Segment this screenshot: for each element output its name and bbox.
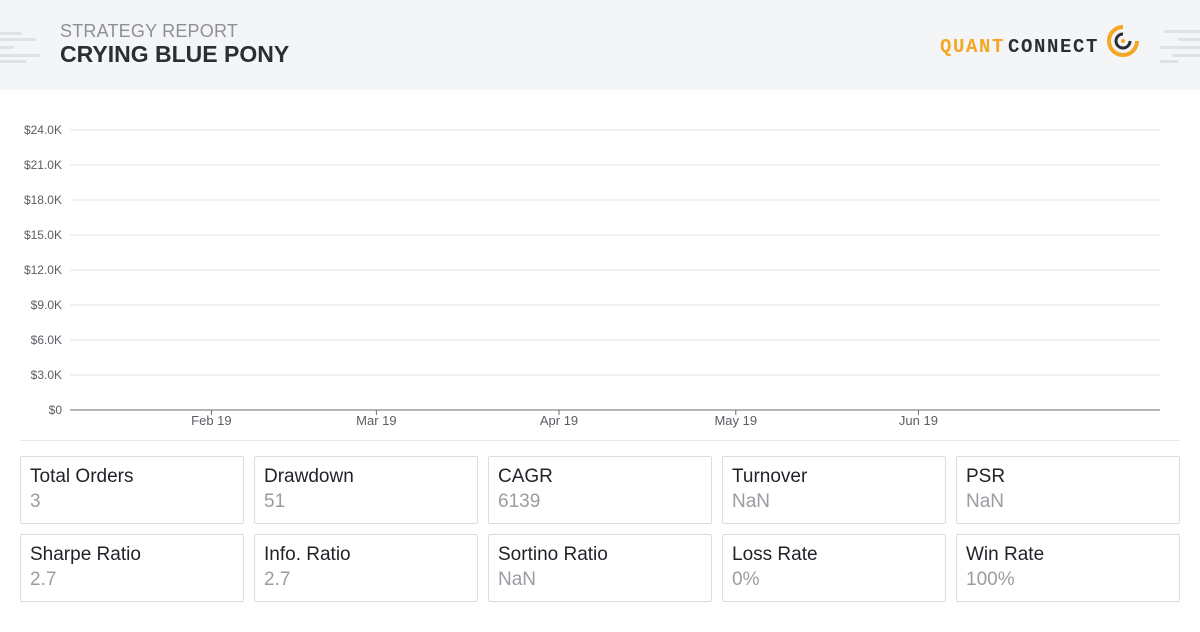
stat-card-cagr: CAGR 6139 xyxy=(488,456,712,524)
logo-text-quant: QUANT xyxy=(940,36,1006,58)
stat-value: NaN xyxy=(966,491,1005,512)
stat-label: CAGR xyxy=(498,466,553,487)
y-tick-label: $12.0K xyxy=(24,263,62,277)
stat-card-info-ratio: Info. Ratio 2.7 xyxy=(254,534,478,602)
stat-card-win-rate: Win Rate 100% xyxy=(956,534,1180,602)
stat-label: Loss Rate xyxy=(732,544,818,565)
stat-value: NaN xyxy=(732,491,771,512)
strategy-title: CRYING BLUE PONY xyxy=(60,41,290,67)
equity-chart-svg: $24.0K $21.0K $18.0K $15.0K $12.0K $9.0K $6.0K… xyxy=(24,123,1160,428)
logo-text-connect: CONNECT xyxy=(1008,36,1100,58)
stat-card-total-orders: Total Orders 3 xyxy=(20,456,244,524)
equity-chart: $24.0K $21.0K $18.0K $15.0K $12.0K $9.0K $6.0K… xyxy=(0,90,1200,440)
x-tick-label: Jun 19 xyxy=(899,413,938,428)
x-tick-label: May 19 xyxy=(714,413,757,428)
stat-value: 0% xyxy=(732,569,760,590)
x-tick-label: Feb 19 xyxy=(191,413,231,428)
stat-card-loss-rate: Loss Rate 0% xyxy=(722,534,946,602)
stat-label: Total Orders xyxy=(30,466,134,487)
report-subtitle: STRATEGY REPORT xyxy=(60,21,239,41)
stat-card-drawdown: Drawdown 51 xyxy=(254,456,478,524)
x-tick-label: Apr 19 xyxy=(540,413,578,428)
stat-value: 2.7 xyxy=(30,569,57,590)
stat-label: Sortino Ratio xyxy=(498,544,608,565)
quantconnect-logo-mark-icon xyxy=(1107,24,1140,57)
y-tick-label: $0 xyxy=(49,403,63,417)
y-tick-label: $3.0K xyxy=(31,368,62,382)
y-tick-label: $15.0K xyxy=(24,228,62,242)
x-tick-label: Mar 19 xyxy=(356,413,396,428)
stat-card-sharpe-ratio: Sharpe Ratio 2.7 xyxy=(20,534,244,602)
stat-card-turnover: Turnover NaN xyxy=(722,456,946,524)
y-tick-label: $21.0K xyxy=(24,158,62,172)
stat-card-sortino-ratio: Sortino Ratio NaN xyxy=(488,534,712,602)
decorative-lines-left xyxy=(0,20,40,70)
divider xyxy=(20,440,1180,441)
stat-label: Drawdown xyxy=(264,466,354,487)
stat-label: Sharpe Ratio xyxy=(30,544,141,565)
y-tick-label: $6.0K xyxy=(31,333,62,347)
y-tick-label: $24.0K xyxy=(24,123,62,137)
stat-card-psr: PSR NaN xyxy=(956,456,1180,524)
report-header: STRATEGY REPORT CRYING BLUE PONY QUANT C… xyxy=(0,0,1200,90)
stat-label: Win Rate xyxy=(966,544,1045,565)
stat-label: PSR xyxy=(966,466,1006,487)
stat-value: 100% xyxy=(966,569,1015,590)
stat-value: 51 xyxy=(264,491,286,512)
stat-value: 6139 xyxy=(498,491,541,512)
stat-label: Turnover xyxy=(732,466,808,487)
y-tick-label: $9.0K xyxy=(31,298,62,312)
y-tick-label: $18.0K xyxy=(24,193,62,207)
stat-value: 2.7 xyxy=(264,569,291,590)
stat-value: 3 xyxy=(30,491,41,512)
stat-value: NaN xyxy=(498,569,537,590)
decorative-lines-right xyxy=(1160,20,1200,70)
stat-label: Info. Ratio xyxy=(264,544,351,565)
